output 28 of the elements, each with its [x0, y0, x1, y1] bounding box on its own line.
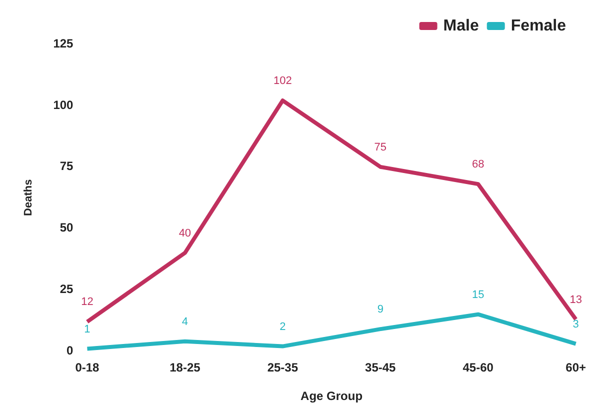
data-label: 75 [374, 141, 387, 154]
y-tick-label: 125 [53, 36, 74, 50]
y-tick-label: 100 [53, 98, 74, 112]
y-tick-label: 25 [60, 282, 74, 296]
y-tick-label: 0 [66, 344, 74, 358]
data-label: 102 [273, 75, 292, 88]
y-axis-title: Deaths [22, 179, 35, 216]
x-tick-label: 18-25 [170, 360, 201, 375]
data-label: 68 [472, 158, 484, 171]
x-tick-label: 35-45 [365, 360, 396, 375]
data-label: 2 [280, 320, 286, 333]
x-tick-label: 25-35 [267, 360, 298, 375]
data-label: 9 [377, 304, 384, 316]
data-label: 13 [570, 294, 582, 306]
legend-label: Female [510, 17, 566, 34]
data-label: 40 [178, 227, 192, 240]
x-tick-label: 60+ [566, 360, 586, 375]
data-label: 4 [182, 316, 188, 328]
data-label: 15 [472, 288, 484, 301]
legend-label: Male [443, 17, 479, 34]
x-tick-label: 45-60 [462, 360, 494, 375]
data-label: 3 [572, 318, 579, 330]
data-label: 12 [81, 296, 94, 308]
x-tick-label: 0-18 [75, 360, 100, 375]
y-tick-label: 75 [60, 159, 74, 174]
y-tick-label: 50 [60, 220, 74, 235]
data-label: 1 [84, 323, 90, 336]
x-axis-title: Age Group [300, 389, 363, 404]
